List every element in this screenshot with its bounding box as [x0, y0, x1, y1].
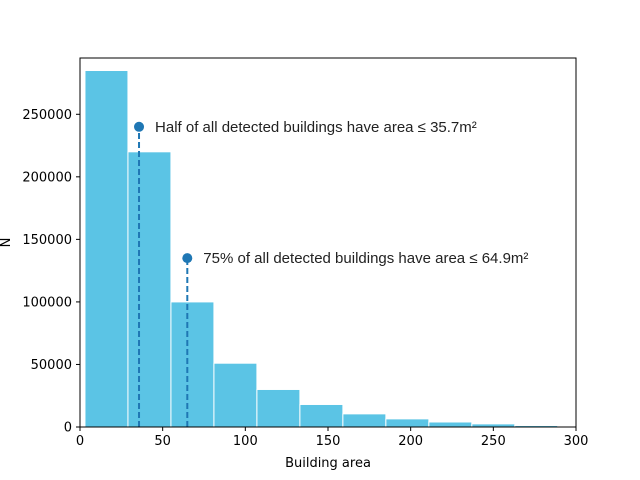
- x-tick-label: 150: [316, 434, 341, 449]
- annotation-text-1: 75% of all detected buildings have area …: [203, 250, 528, 267]
- annotation-marker-1: [182, 253, 193, 264]
- x-tick-label: 50: [154, 434, 171, 449]
- x-tick-label: 100: [233, 434, 258, 449]
- histogram-bar-1: [127, 151, 172, 427]
- x-axis-ticks: 0 50 100 150 200 250 300: [76, 427, 589, 449]
- histogram-bar-7: [385, 418, 430, 427]
- y-tick-label: 0: [64, 421, 72, 436]
- y-tick-label: 150000: [22, 233, 72, 248]
- annotation-text-0: Half of all detected buildings have area…: [155, 119, 477, 136]
- x-tick-label: 300: [564, 434, 589, 449]
- histogram-bar-2: [170, 301, 215, 427]
- histogram-bar-0: [84, 70, 129, 427]
- annotations: Half of all detected buildings have area…: [134, 119, 528, 427]
- x-tick-label: 250: [481, 434, 506, 449]
- y-tick-label: 100000: [22, 295, 72, 310]
- x-tick-label: 0: [76, 434, 84, 449]
- histogram-bar-6: [342, 413, 387, 427]
- y-axis-ticks: 0 50000 100000 150000 200000 250000: [22, 108, 80, 436]
- histogram-bar-4: [256, 388, 301, 427]
- y-tick-label: 250000: [22, 108, 72, 123]
- x-tick-label: 200: [398, 434, 423, 449]
- y-axis-label: N: [0, 238, 14, 248]
- histogram-bar-5: [299, 403, 344, 427]
- histogram-bar-8: [428, 421, 473, 427]
- annotation-marker-0: [134, 121, 145, 132]
- histogram-bars: [84, 70, 576, 427]
- y-tick-label: 50000: [31, 358, 72, 373]
- x-axis-label: Building area: [285, 456, 371, 471]
- y-tick-label: 200000: [22, 170, 72, 185]
- histogram-bar-3: [213, 362, 258, 427]
